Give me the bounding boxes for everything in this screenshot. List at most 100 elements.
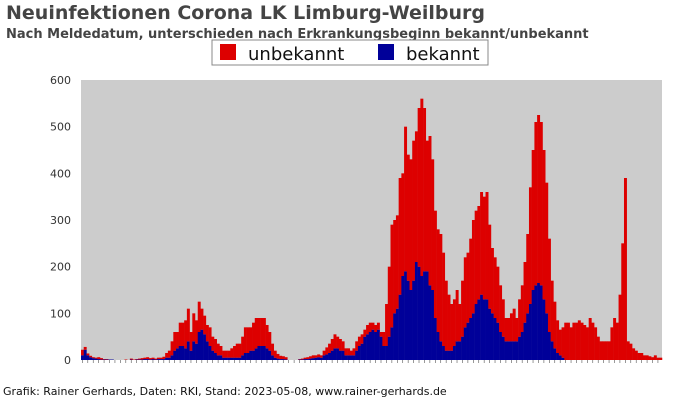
bar-unbekannt bbox=[618, 294, 622, 360]
bar-unbekannt bbox=[252, 322, 255, 351]
bar-unbekannt bbox=[151, 357, 155, 360]
bar-unbekannt bbox=[89, 355, 93, 358]
bar-unbekannt bbox=[480, 192, 484, 295]
bar-bekannt bbox=[545, 313, 549, 360]
bar-unbekannt bbox=[656, 357, 660, 360]
bar-bekannt bbox=[482, 299, 486, 360]
bar-bekannt bbox=[534, 285, 538, 360]
legend-swatch-bekannt bbox=[378, 44, 394, 60]
bar-bekannt bbox=[91, 358, 95, 360]
bar-unbekannt bbox=[566, 322, 570, 360]
bar-bekannt bbox=[450, 350, 454, 360]
bar-bekannt bbox=[412, 280, 416, 360]
bar-unbekannt bbox=[260, 318, 264, 346]
bar-unbekannt bbox=[493, 257, 497, 318]
bar-unbekannt bbox=[645, 355, 649, 360]
y-tick-label: 100 bbox=[50, 307, 71, 320]
bar-bekannt bbox=[431, 290, 435, 360]
y-tick-label: 0 bbox=[64, 354, 71, 367]
bar-unbekannt bbox=[417, 108, 421, 267]
bar-unbekannt bbox=[610, 327, 614, 360]
bar-unbekannt bbox=[463, 257, 467, 328]
bar-unbekannt bbox=[178, 322, 182, 346]
bar-bekannt bbox=[466, 322, 470, 360]
bar-bekannt bbox=[360, 343, 364, 360]
bar-unbekannt bbox=[197, 301, 201, 332]
bar-bekannt bbox=[477, 299, 481, 360]
bar-unbekannt bbox=[303, 357, 307, 360]
bar-unbekannt bbox=[395, 215, 399, 309]
bar-unbekannt bbox=[284, 357, 288, 360]
bar-bekannt bbox=[518, 336, 522, 360]
bar-unbekannt bbox=[528, 187, 532, 304]
bar-unbekannt bbox=[607, 341, 611, 360]
bar-bekannt bbox=[352, 355, 356, 360]
bar-unbekannt bbox=[387, 266, 391, 337]
bar-bekannt bbox=[81, 355, 84, 360]
bar-unbekannt bbox=[444, 280, 448, 351]
bar-unbekannt bbox=[219, 346, 223, 356]
bar-bekannt bbox=[355, 350, 359, 360]
bar-unbekannt bbox=[311, 355, 315, 359]
bar-unbekannt bbox=[637, 353, 641, 360]
bar-unbekannt bbox=[471, 220, 475, 314]
bar-bekannt bbox=[349, 355, 353, 360]
bar-bekannt bbox=[433, 318, 437, 360]
bar-unbekannt bbox=[404, 126, 408, 272]
bar-bekannt bbox=[208, 346, 212, 360]
bar-bekannt bbox=[167, 357, 171, 360]
bar-bekannt bbox=[192, 341, 196, 360]
bar-bekannt bbox=[493, 318, 497, 360]
bar-bekannt bbox=[420, 276, 424, 360]
bar-unbekannt bbox=[341, 341, 345, 351]
bar-bekannt bbox=[178, 346, 182, 360]
bar-unbekannt bbox=[599, 341, 603, 360]
bar-bekannt bbox=[238, 357, 242, 360]
bar-unbekannt bbox=[325, 347, 329, 355]
bar-bekannt bbox=[526, 313, 530, 360]
bar-unbekannt bbox=[499, 285, 503, 332]
bar-bekannt bbox=[385, 346, 389, 360]
bar-unbekannt bbox=[249, 327, 253, 351]
bar-bekannt bbox=[556, 353, 560, 360]
bar-bekannt bbox=[94, 358, 98, 360]
bar-bekannt bbox=[314, 357, 318, 360]
bar-bekannt bbox=[317, 357, 321, 360]
bar-unbekannt bbox=[352, 348, 356, 356]
bar-bekannt bbox=[252, 350, 255, 360]
bar-unbekannt bbox=[355, 341, 359, 351]
bar-unbekannt bbox=[640, 353, 644, 360]
bar-bekannt bbox=[485, 299, 489, 360]
bar-bekannt bbox=[254, 348, 258, 360]
bar-bekannt bbox=[86, 355, 90, 360]
bar-bekannt bbox=[436, 332, 440, 360]
bar-unbekannt bbox=[181, 322, 185, 346]
bar-unbekannt bbox=[214, 339, 217, 353]
legend-label-bekannt: bekannt bbox=[406, 44, 480, 65]
bar-unbekannt bbox=[235, 343, 239, 358]
bar-bekannt bbox=[203, 334, 207, 360]
bar-unbekannt bbox=[401, 173, 405, 276]
bar-bekannt bbox=[176, 348, 179, 360]
bar-bekannt bbox=[390, 327, 394, 360]
bar-unbekannt bbox=[585, 327, 589, 360]
bar-bekannt bbox=[186, 341, 190, 360]
bar-bekannt bbox=[83, 349, 87, 360]
bar-bekannt bbox=[306, 359, 310, 360]
bar-bekannt bbox=[257, 346, 261, 360]
bar-unbekannt bbox=[330, 339, 334, 351]
bar-unbekannt bbox=[328, 343, 332, 353]
bar-bekannt bbox=[428, 285, 432, 360]
bar-unbekannt bbox=[450, 304, 454, 351]
bar-unbekannt bbox=[230, 348, 234, 358]
bar-unbekannt bbox=[406, 154, 410, 281]
bar-bekannt bbox=[347, 355, 351, 360]
bar-bekannt bbox=[423, 271, 427, 360]
bar-bekannt bbox=[458, 341, 462, 360]
bar-unbekannt bbox=[515, 318, 519, 342]
bar-bekannt bbox=[328, 353, 332, 360]
bar-bekannt bbox=[184, 348, 188, 360]
bar-bekannt bbox=[322, 355, 326, 360]
bar-unbekannt bbox=[162, 356, 166, 360]
bar-bekannt bbox=[371, 329, 375, 360]
